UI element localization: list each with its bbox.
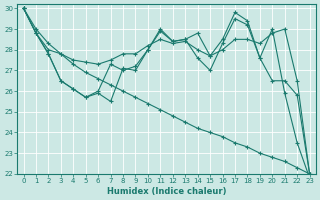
- X-axis label: Humidex (Indice chaleur): Humidex (Indice chaleur): [107, 187, 226, 196]
